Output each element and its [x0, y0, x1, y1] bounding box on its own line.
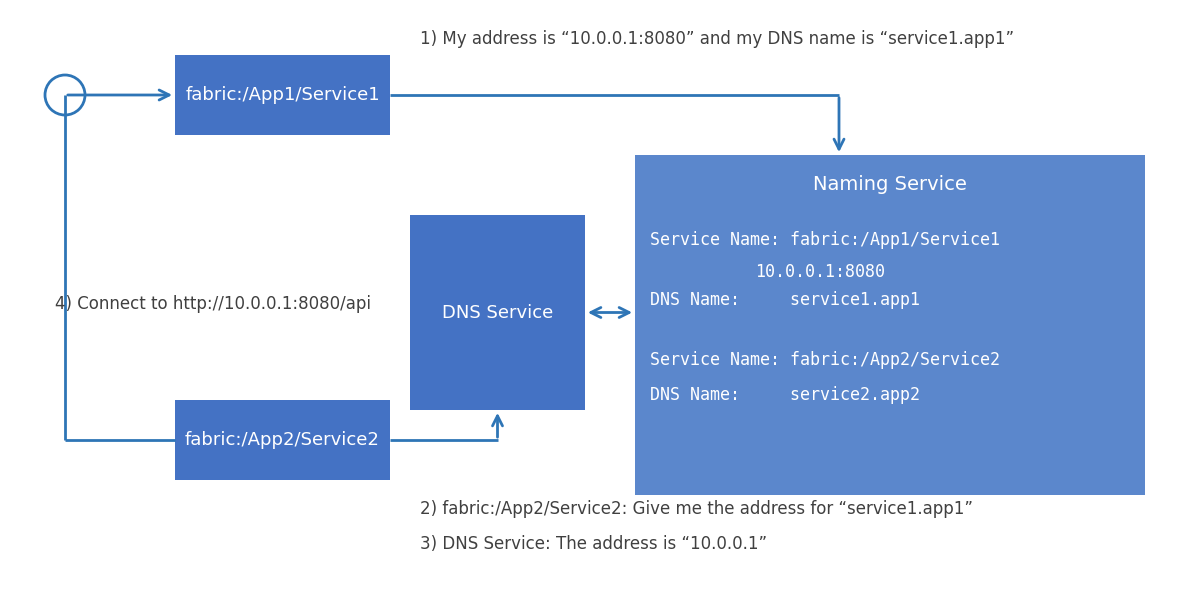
Text: DNS Service: DNS Service — [442, 303, 553, 321]
Text: fabric:/App1/Service1: fabric:/App1/Service1 — [185, 86, 380, 104]
Text: 3) DNS Service: The address is “10.0.0.1”: 3) DNS Service: The address is “10.0.0.1… — [420, 535, 767, 553]
Text: DNS Name:     service2.app2: DNS Name: service2.app2 — [650, 386, 920, 404]
Text: fabric:/App2/Service2: fabric:/App2/Service2 — [185, 431, 380, 449]
Bar — [410, 215, 586, 410]
Text: Service Name: fabric:/App1/Service1: Service Name: fabric:/App1/Service1 — [650, 231, 1000, 249]
Bar — [635, 155, 1145, 495]
Bar — [175, 400, 390, 480]
Text: 1) My address is “10.0.0.1:8080” and my DNS name is “service1.app1”: 1) My address is “10.0.0.1:8080” and my … — [420, 30, 1014, 48]
Bar — [175, 55, 390, 135]
Text: DNS Name:     service1.app1: DNS Name: service1.app1 — [650, 291, 920, 309]
Text: 10.0.0.1:8080: 10.0.0.1:8080 — [755, 263, 886, 281]
Text: 2) fabric:/App2/Service2: Give me the address for “service1.app1”: 2) fabric:/App2/Service2: Give me the ad… — [420, 500, 973, 518]
Text: Naming Service: Naming Service — [814, 175, 967, 195]
Text: 4) Connect to http://10.0.0.1:8080/api: 4) Connect to http://10.0.0.1:8080/api — [55, 295, 371, 313]
Text: Service Name: fabric:/App2/Service2: Service Name: fabric:/App2/Service2 — [650, 351, 1000, 369]
